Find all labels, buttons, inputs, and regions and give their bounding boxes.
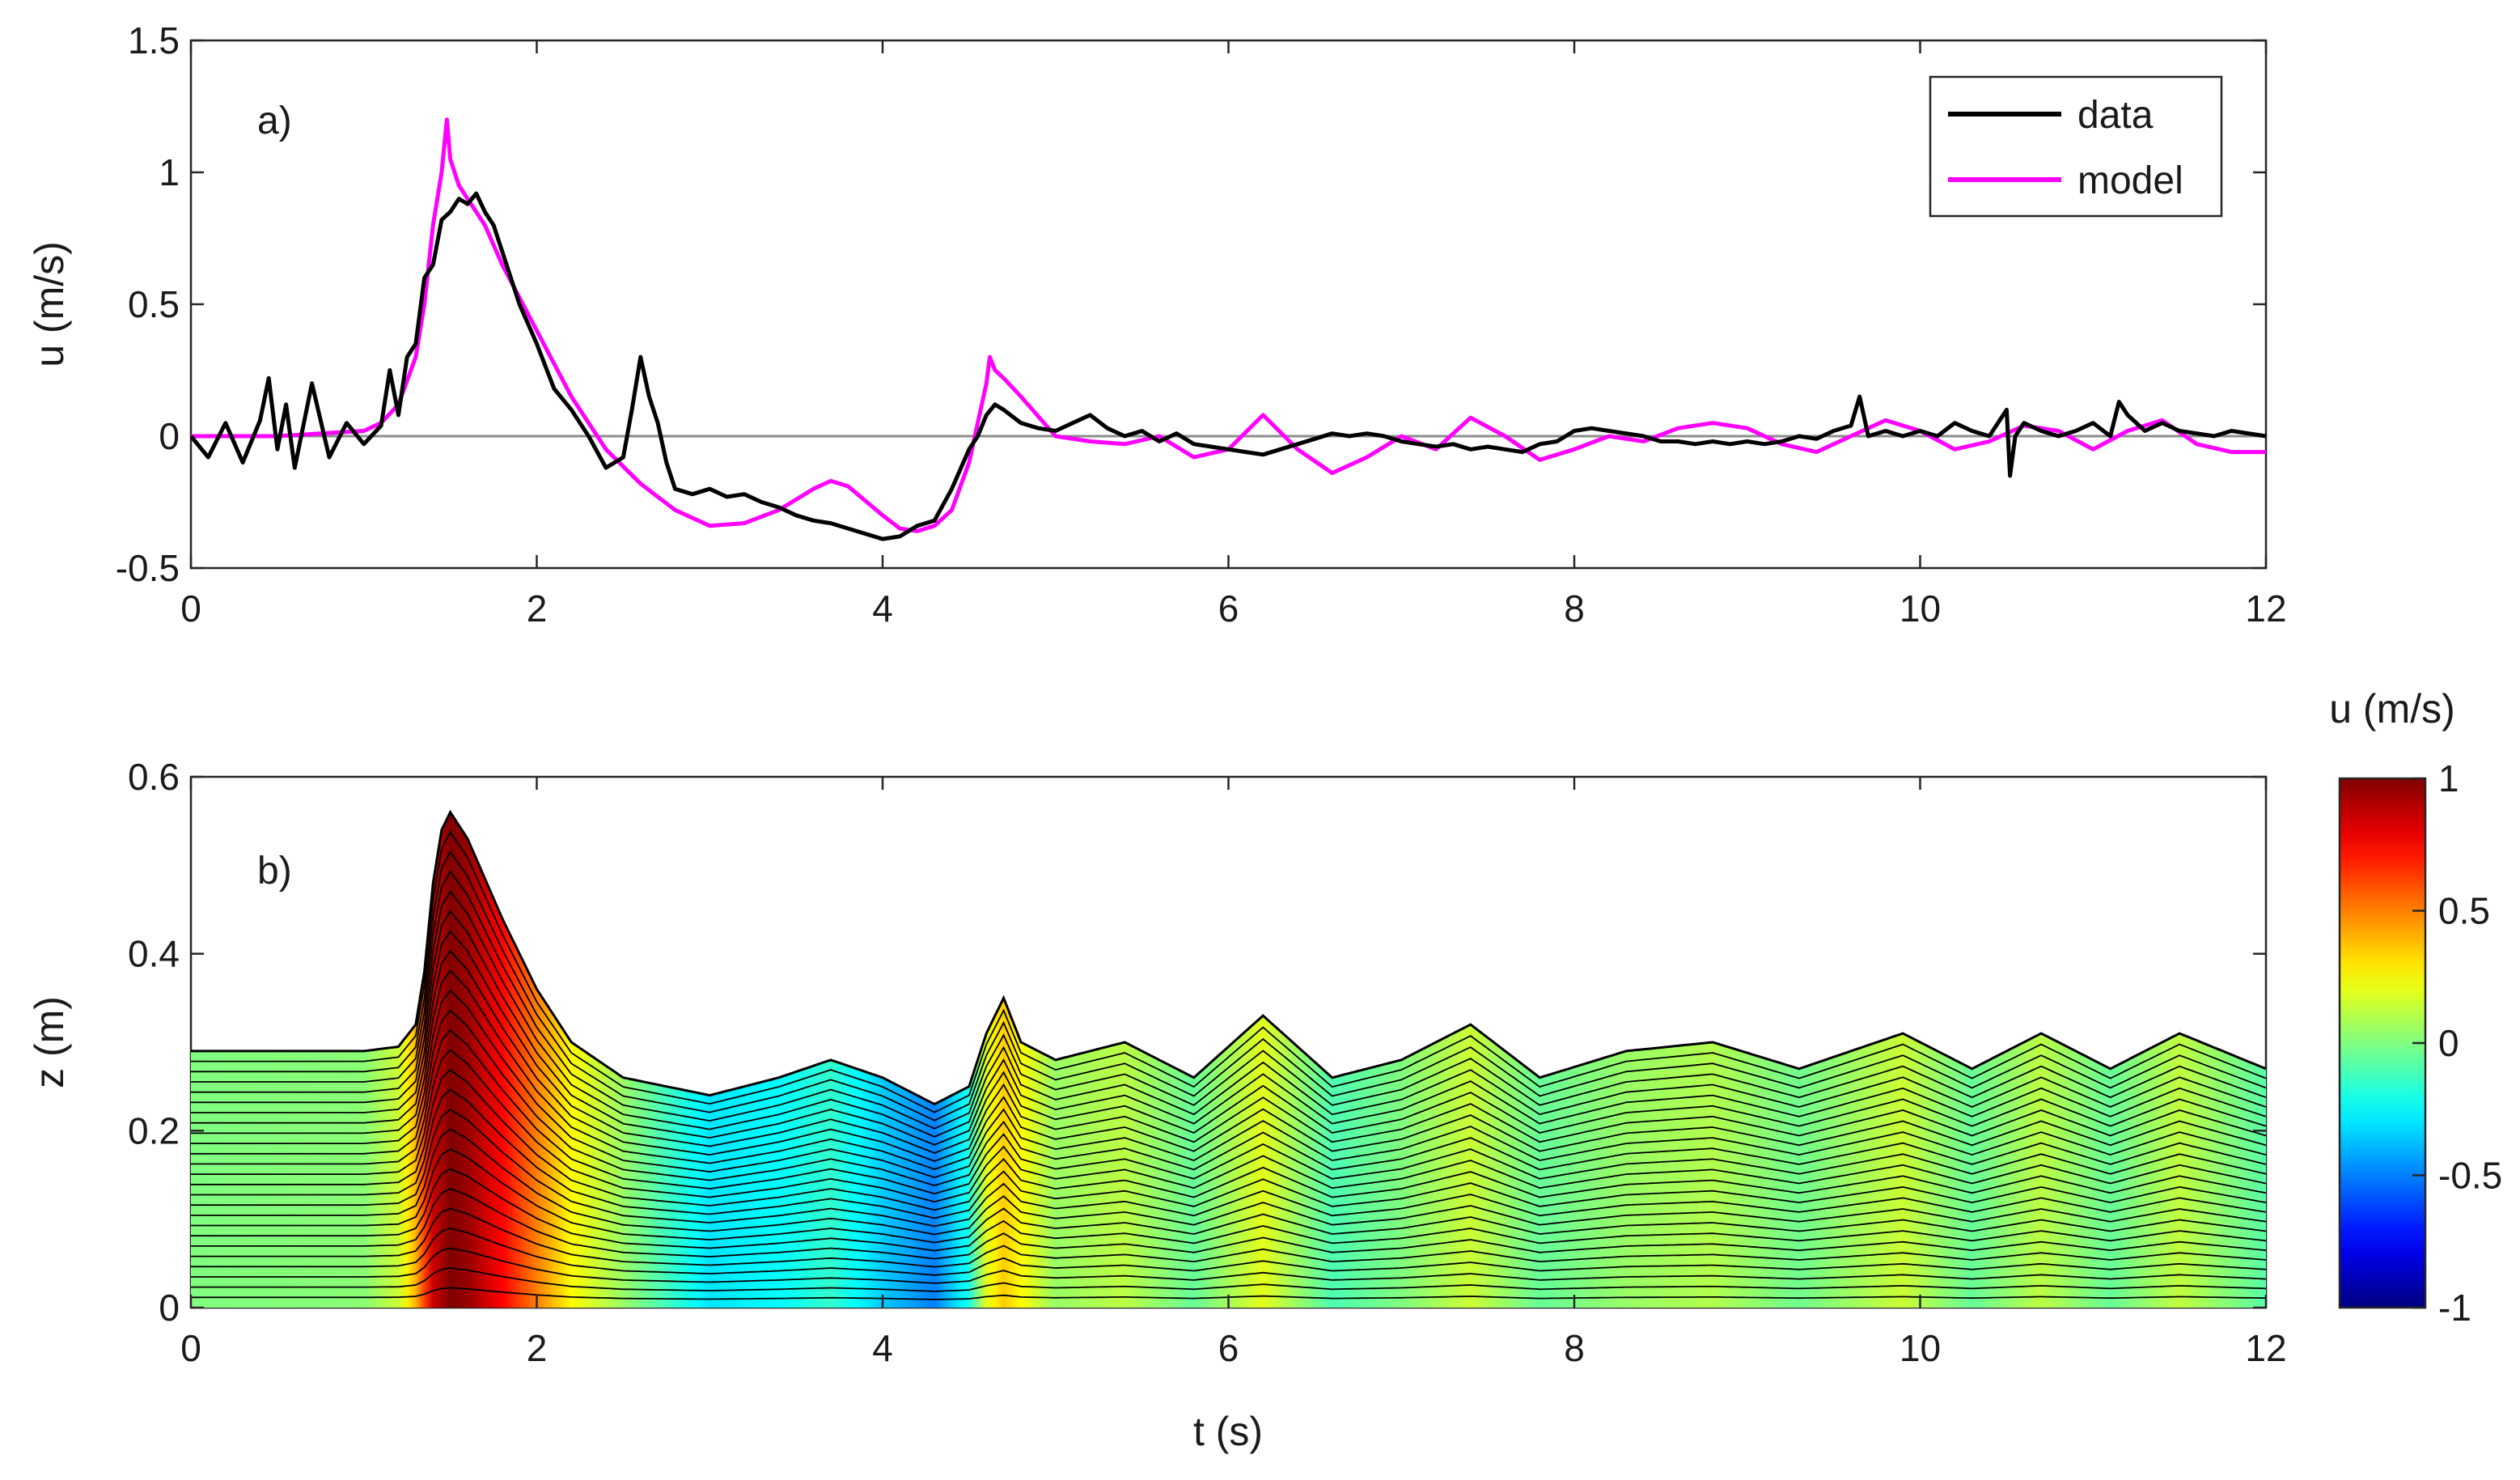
- panel-b-x-tick-label: 4: [872, 1327, 893, 1369]
- layer-contour-line: [191, 1049, 2266, 1203]
- layer-contour-line: [191, 830, 2266, 1113]
- panel-a: 0 2 4 6 8 10 12 -0.500.511.5 a) u (m/s) data m…: [27, 19, 2287, 630]
- panel-a-y-tick-label: 1.5: [128, 19, 180, 61]
- panel-b-x-tick-label: 10: [1900, 1327, 1941, 1369]
- layer-contour-line: [191, 1108, 2266, 1228]
- layer-contour-line: [191, 1009, 2266, 1187]
- colorbar-tick-label: -1: [2438, 1287, 2471, 1329]
- panel-b-x-tick-label: 12: [2245, 1327, 2286, 1369]
- panel-a-axes-box: [189, 39, 2268, 570]
- layer-contour-line: [191, 930, 2266, 1154]
- layer-contour-line: [191, 1247, 2266, 1284]
- panel-b-x-tick-label: 8: [1564, 1327, 1585, 1369]
- panel-a-y-tick-label: 1: [159, 151, 180, 193]
- panel-a-x-tick-label: 8: [1564, 587, 1585, 630]
- layer-contour-line: [191, 850, 2266, 1122]
- layer-contour-line: [191, 1207, 2266, 1268]
- panel-a-x-tick-label: 6: [1218, 587, 1239, 630]
- panel-b-y-ticks: 0 0.2 0.4 0.6: [128, 756, 2266, 1329]
- panel-a-y-axis-label: u (m/s): [27, 241, 72, 367]
- panel-a-x-tick-label: 0: [180, 587, 201, 630]
- panel-b-x-axis-label: t (s): [1193, 1409, 1263, 1454]
- panel-a-x-tick-label: 4: [872, 587, 893, 630]
- layer-contour-line: [191, 1088, 2266, 1219]
- layer-contour-line: [191, 1128, 2266, 1236]
- panel-b-label: b): [257, 850, 292, 893]
- panel-b-y-axis-label: z (m): [27, 996, 72, 1088]
- layer-contour-line: [191, 1168, 2266, 1252]
- colorbar-tick-label: 0: [2438, 1022, 2459, 1064]
- free-surface-line: [191, 809, 2266, 1106]
- panel-a-y-tick-label: -0.5: [116, 547, 180, 589]
- layer-contour-line: [191, 1188, 2266, 1260]
- velocity-field-fill: [191, 812, 2266, 1308]
- colorbar: u (m/s) 1 0.5 0 -0.5 -1: [2329, 686, 2502, 1329]
- colorbar-tick-label: -0.5: [2438, 1155, 2502, 1197]
- legend-label-data: data: [2077, 94, 2154, 137]
- panel-b-y-tick-label: 0: [159, 1287, 180, 1329]
- panel-a-x-ticks: 0 2 4 6 8 10 12: [180, 40, 2287, 630]
- panel-a-y-tick-label: 0.5: [128, 283, 180, 325]
- panel-a-y-ticks: -0.5 0 0.5 1 1.5: [116, 19, 2266, 589]
- layer-contours: [191, 830, 2266, 1300]
- panel-a-x-tick-label: 2: [527, 587, 548, 630]
- layer-contour-line: [191, 870, 2266, 1130]
- legend: data model: [1929, 75, 2223, 218]
- panel-a-y-tick-label: 0: [159, 415, 180, 457]
- panel-b: 0 2 4 6 8 10 12 0 0.2 0.4 0.6 b) z (m) t (s): [27, 756, 2287, 1454]
- colorbar-title: u (m/s): [2329, 686, 2455, 732]
- panel-b-y-tick-label: 0.6: [128, 756, 180, 798]
- layer-contour-line: [191, 890, 2266, 1138]
- colorbar-ticks: 1 0.5 0 -0.5 -1: [2412, 757, 2502, 1329]
- panel-b-y-tick-label: 0.4: [128, 933, 180, 975]
- layer-contour-line: [191, 949, 2266, 1162]
- layer-contour-line: [191, 989, 2266, 1179]
- layer-contour-line: [191, 969, 2266, 1170]
- layer-contour-line: [191, 1228, 2266, 1276]
- legend-box: [1929, 75, 2223, 218]
- panel-a-label: a): [257, 100, 292, 142]
- panel-b-y-tick-label: 0.2: [128, 1109, 180, 1151]
- layer-contour-line: [191, 1068, 2266, 1211]
- colorbar-tick-label: 0.5: [2438, 890, 2490, 932]
- layer-contour-line: [191, 1267, 2266, 1292]
- panel-b-x-tick-label: 0: [180, 1327, 201, 1369]
- layer-contour-line: [191, 910, 2266, 1146]
- panel-a-x-tick-label: 10: [1900, 587, 1941, 630]
- panel-b-x-ticks: 0 2 4 6 8 10 12: [180, 777, 2287, 1369]
- series-data-line: [191, 191, 2266, 541]
- colorbar-tick-label: 1: [2438, 757, 2459, 799]
- layer-contour-line: [191, 1028, 2266, 1195]
- layer-contour-line: [191, 1148, 2266, 1244]
- panel-b-x-tick-label: 2: [527, 1327, 548, 1369]
- legend-label-model: model: [2077, 159, 2183, 202]
- panel-b-x-tick-label: 6: [1218, 1327, 1239, 1369]
- panel-a-x-tick-label: 12: [2245, 587, 2286, 630]
